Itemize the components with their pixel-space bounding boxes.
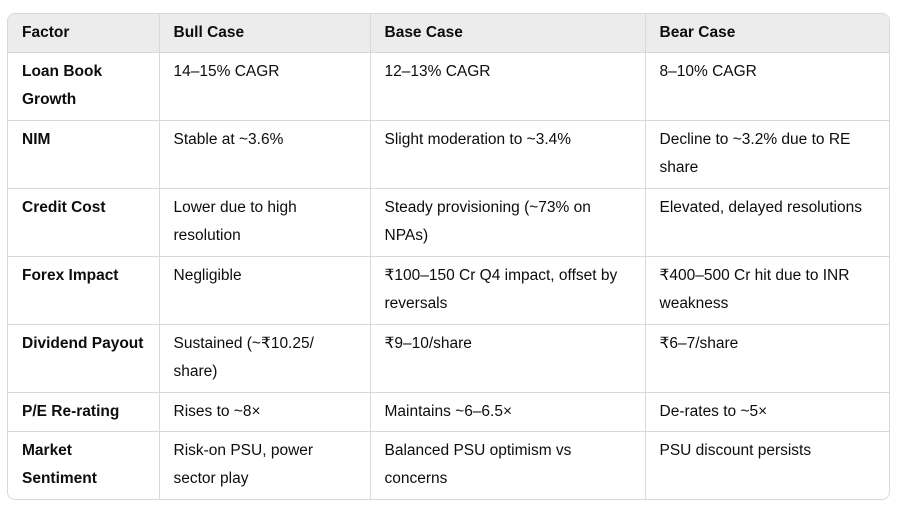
factor-cell: NIM: [8, 120, 160, 189]
bull-cell: Negligible: [159, 256, 371, 325]
scenario-table-container: Factor Bull Case Base Case Bear Case Loa…: [7, 13, 890, 500]
base-cell: Steady provisioning (~73% on NPAs): [370, 188, 646, 257]
scenario-table: Factor Bull Case Base Case Bear Case Loa…: [8, 14, 889, 499]
bear-cell: PSU discount persists: [659, 442, 812, 459]
bull-cell: Sustained (~₹10.25/ share): [159, 324, 371, 393]
factor-cell: P/E Re-rating: [8, 392, 160, 432]
factor-cell: Dividend Payout: [8, 324, 160, 393]
table-row: P/E Re-rating Rises to ~8× Maintains ~6–…: [8, 392, 889, 432]
bull-cell: Stable at ~3.6%: [159, 120, 371, 189]
bull-cell: 14–15% CAGR: [159, 52, 371, 121]
factor-cell: Loan Book Growth: [8, 52, 160, 121]
factor-cell: Market Sentiment: [8, 431, 160, 499]
header-bear-case: Bear Case: [645, 14, 889, 53]
bear-cell: De-rates to ~5×: [645, 392, 889, 432]
table-row: Market Sentiment Risk-on PSU, power sect…: [8, 431, 889, 499]
base-cell: ₹9–10/share: [370, 324, 646, 393]
bear-cell: Decline to ~3.2% due to RE share: [645, 120, 889, 189]
bull-cell: Lower due to high resolution: [159, 188, 371, 257]
header-base-case: Base Case: [370, 14, 646, 53]
table-row: NIM Stable at ~3.6% Slight moderation to…: [8, 120, 889, 189]
bear-cell: 8–10% CAGR: [645, 52, 889, 121]
table-row: Dividend Payout Sustained (~₹10.25/ shar…: [8, 324, 889, 393]
bear-cell: Elevated, delayed resolutions: [645, 188, 889, 257]
base-cell: Maintains ~6–6.5×: [370, 392, 646, 432]
factor-cell: Forex Impact: [8, 256, 160, 325]
base-cell: ₹100–150 Cr Q4 impact, offset by reversa…: [370, 256, 646, 325]
table-row: Forex Impact Negligible ₹100–150 Cr Q4 i…: [8, 256, 889, 325]
base-cell: Slight moderation to ~3.4%: [370, 120, 646, 189]
table-row: Credit Cost Lower due to high resolution…: [8, 188, 889, 257]
bear-cell: ₹400–500 Cr hit due to INR weakness: [645, 256, 889, 325]
base-cell: Balanced PSU optimism vs concerns: [370, 431, 646, 499]
factor-cell: Credit Cost: [8, 188, 160, 257]
base-cell: 12–13% CAGR: [370, 52, 646, 121]
bear-cell: ₹6–7/share: [645, 324, 889, 393]
table-row: Loan Book Growth 14–15% CAGR 12–13% CAGR…: [8, 52, 889, 121]
header-bull-case: Bull Case: [159, 14, 371, 53]
table-header-row: Factor Bull Case Base Case Bear Case: [8, 14, 889, 53]
header-factor: Factor: [8, 14, 160, 53]
bull-cell: Rises to ~8×: [159, 392, 371, 432]
bull-cell: Risk-on PSU, power sector play: [159, 431, 371, 499]
